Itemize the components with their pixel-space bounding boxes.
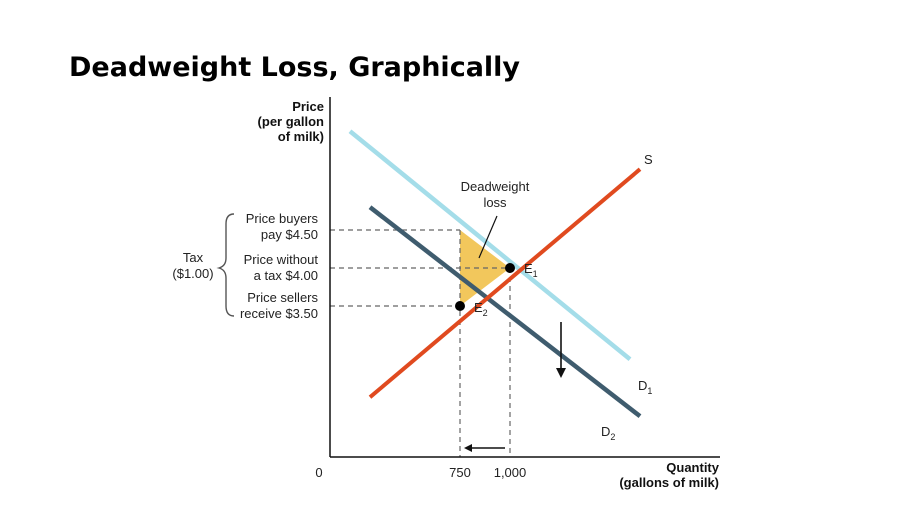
- y-axis-title-line3: of milk): [278, 129, 324, 144]
- equilibrium-e2-label: E2: [474, 300, 488, 318]
- demand-curve-d1: [348, 129, 632, 361]
- equilibrium-point-e1: [505, 263, 515, 273]
- y-axis-title-line2: (per gallon: [258, 114, 325, 129]
- tax-brace: [216, 213, 235, 317]
- x-axis-title-line2: (gallons of milk): [619, 475, 719, 490]
- price-buyers-label-line1: Price buyers: [246, 211, 319, 226]
- price-buyers-label-line2: pay $4.50: [261, 227, 318, 242]
- x-axis-title-line1: Quantity: [666, 460, 719, 475]
- deadweight-loss-label-line2: loss: [483, 195, 507, 210]
- price-sellers-label-line1: Price sellers: [247, 290, 318, 305]
- price-no-tax-label-line1: Price without: [244, 252, 319, 267]
- demand-shift-arrow: [556, 322, 566, 378]
- demand-curve-d1-label: D1: [638, 378, 652, 396]
- slide-title: Deadweight Loss, Graphically: [69, 52, 521, 83]
- equilibrium-e1-label: E1: [524, 261, 538, 279]
- price-sellers-label-line2: receive $3.50: [240, 306, 318, 321]
- supply-curve: [368, 167, 642, 399]
- origin-label: 0: [315, 465, 322, 480]
- x-tick-label-1000: 1,000: [494, 465, 527, 480]
- x-tick-label-750: 750: [449, 465, 471, 480]
- quantity-shift-arrow: [464, 444, 505, 452]
- deadweight-loss-label-line1: Deadweight: [461, 179, 530, 194]
- deadweight-loss-pointer: [478, 215, 498, 259]
- tax-label-line2: ($1.00): [172, 266, 213, 281]
- supply-curve-label: S: [644, 152, 653, 167]
- demand-curve-d2: [368, 205, 642, 418]
- y-axis-title-line1: Price: [292, 99, 324, 114]
- equilibrium-point-e2: [455, 301, 465, 311]
- tax-label-line1: Tax: [183, 250, 204, 265]
- price-no-tax-label-line2: a tax $4.00: [254, 268, 318, 283]
- demand-curve-d2-label: D2: [601, 424, 615, 442]
